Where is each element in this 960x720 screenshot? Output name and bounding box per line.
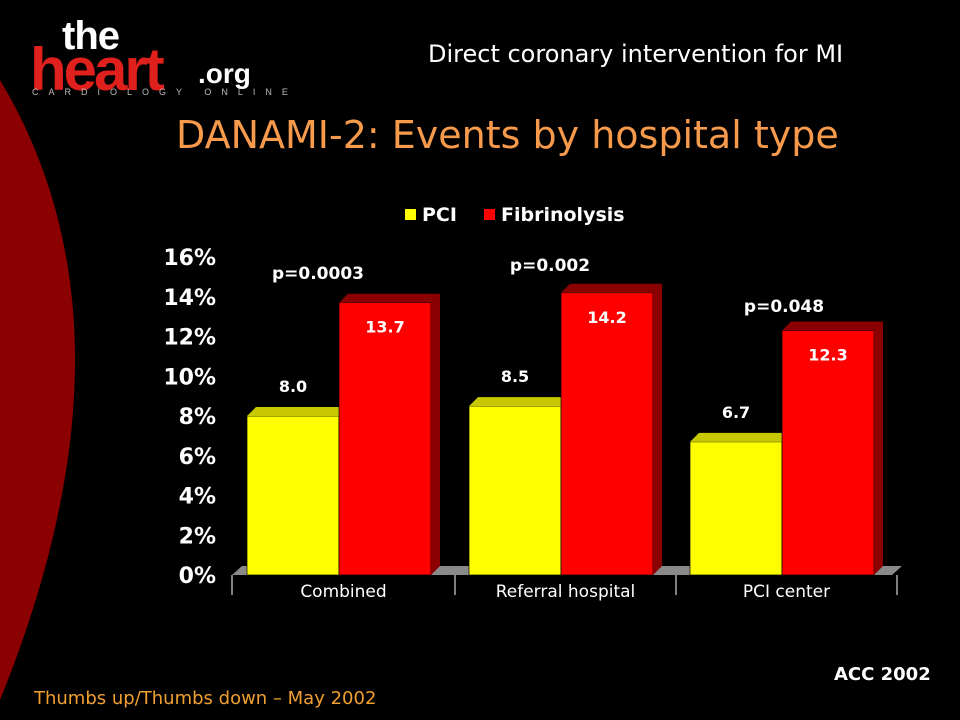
y-tick-label: 4% (179, 485, 216, 510)
decorative-red-arc (0, 80, 75, 700)
x-category-label: PCI center (743, 582, 830, 602)
source-label: ACC 2002 (834, 664, 931, 685)
pci-value-label: 8.0 (279, 377, 307, 396)
legend-swatch (484, 209, 495, 220)
slide-title: DANAMI-2: Events by hospital type (176, 113, 839, 157)
legend-label: PCI (422, 204, 457, 226)
legend-label: Fibrinolysis (501, 204, 625, 226)
pci-bar (246, 415, 340, 576)
fibrinolysis-value-label: 12.3 (808, 346, 847, 365)
pci-bar (468, 405, 562, 576)
y-tick-label: 8% (179, 405, 216, 430)
bar-top-face (469, 397, 570, 407)
bar-side-face (874, 321, 883, 575)
bar-top-face (339, 293, 440, 303)
x-category-label: Combined (300, 582, 386, 602)
fibrinolysis-bar (560, 292, 654, 576)
logo-heart: heart (30, 36, 165, 103)
logo-the: the (62, 14, 120, 58)
bar-side-face (431, 293, 440, 575)
bar-top-face (690, 432, 791, 442)
legend-swatch (405, 209, 416, 220)
fibrinolysis-bar (338, 302, 432, 576)
y-tick-label: 10% (163, 365, 216, 390)
bar-top-face (247, 407, 348, 416)
bar-top-face (561, 283, 662, 293)
pci-value-label: 6.7 (722, 403, 750, 422)
p-value-annotation: p=0.002 (510, 256, 590, 276)
y-tick-label: 6% (179, 445, 216, 470)
y-tick-label: 14% (163, 286, 216, 311)
logo-subtitle: CARDIOLOGY ONLINE (32, 87, 298, 97)
pci-bar (689, 441, 783, 576)
x-category-label: Referral hospital (496, 582, 636, 602)
y-tick-label: 0% (179, 564, 216, 589)
bar-top-face (782, 321, 883, 331)
p-value-annotation: p=0.0003 (272, 264, 364, 284)
y-tick-label: 2% (179, 524, 216, 549)
slide-topic: Direct coronary intervention for MI (428, 40, 844, 68)
fibrinolysis-bar (781, 330, 875, 576)
y-tick-label: 12% (163, 326, 216, 351)
logo-org: .org (198, 58, 251, 89)
fibrinolysis-value-label: 14.2 (587, 308, 626, 327)
pci-value-label: 8.5 (501, 367, 529, 386)
y-tick-label: 16% (163, 246, 216, 271)
fibrinolysis-value-label: 13.7 (365, 318, 404, 337)
p-value-annotation: p=0.048 (744, 297, 824, 317)
footer-text: Thumbs up/Thumbs down – May 2002 (34, 688, 377, 709)
bar-side-face (653, 283, 662, 575)
bar-chart: 0% 2% 4% 6% 8% 10% 12% 14% 16% 8.0 13.7 Combined 8.5… (163, 204, 902, 602)
